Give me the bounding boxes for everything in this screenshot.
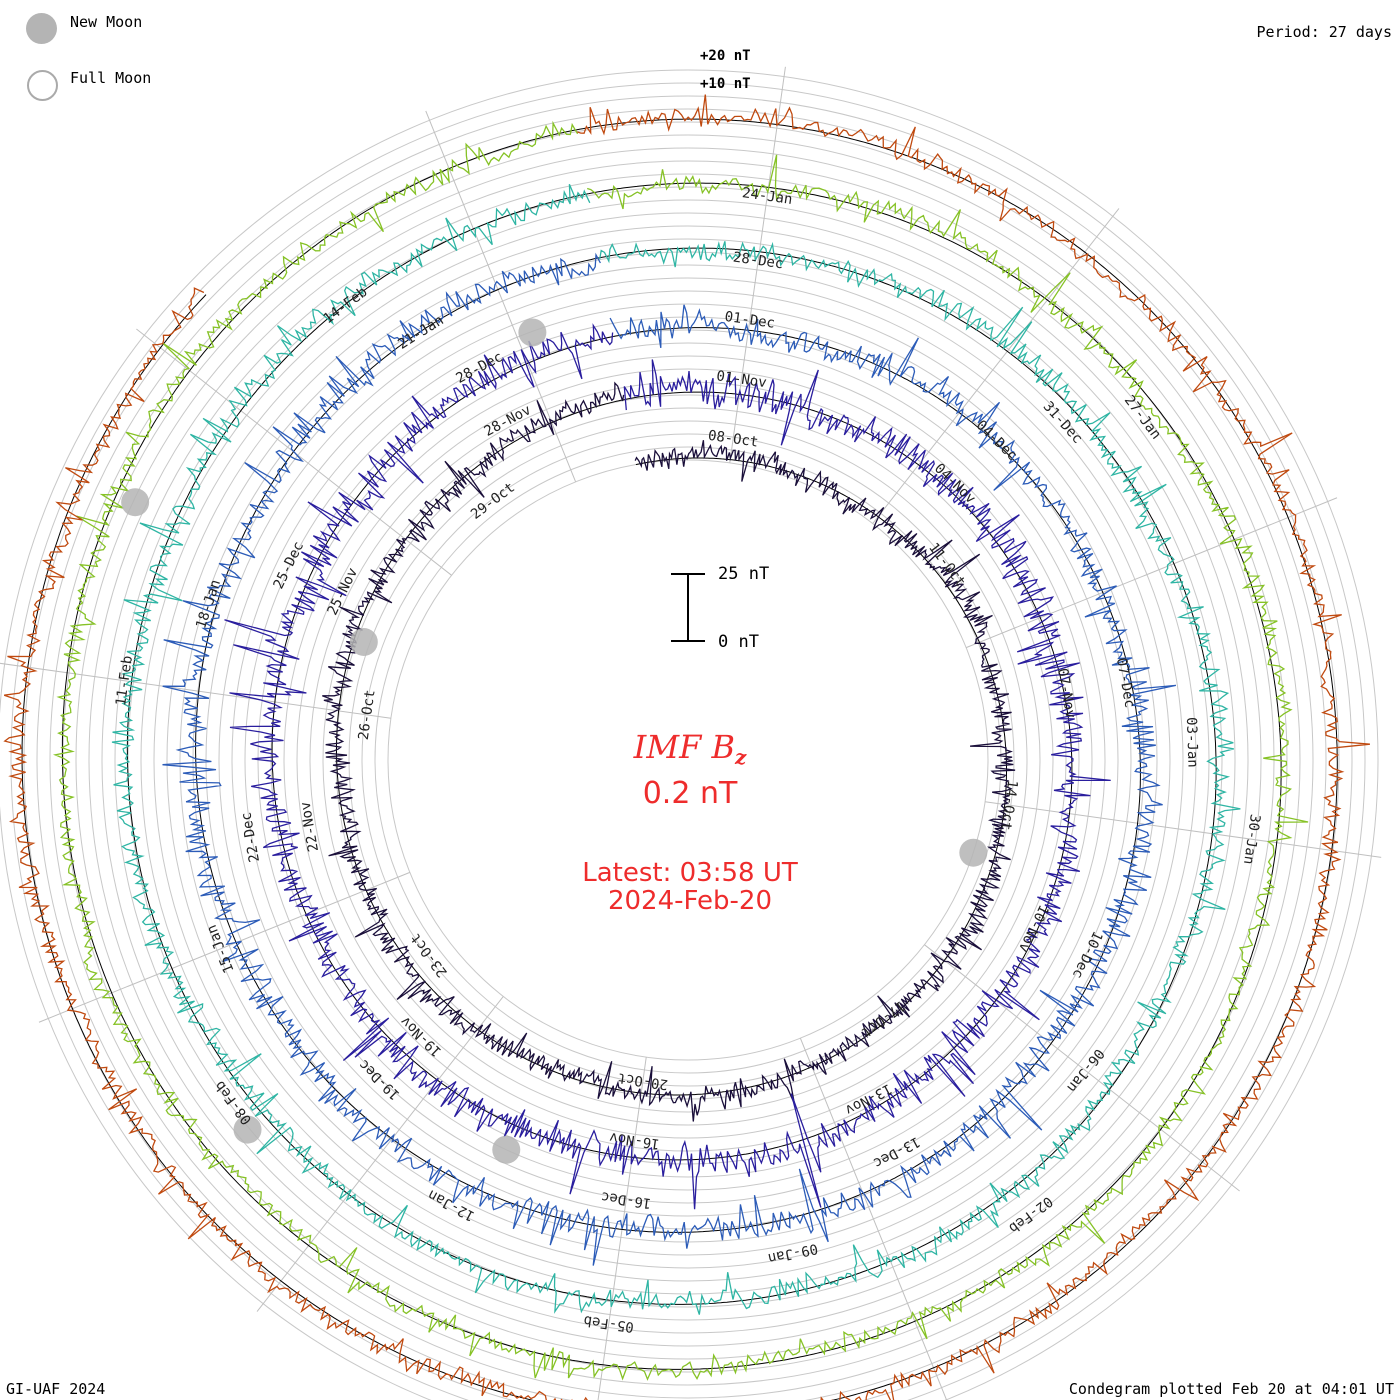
- series-line: [111, 183, 1241, 1315]
- grid-ring: [296, 368, 1080, 1152]
- plotted-timestamp: Condegram plotted Feb 20 at 04:01 UT: [1068, 1380, 1394, 1398]
- grid-ring: [348, 420, 1028, 1100]
- grid-ring: [179, 251, 1197, 1269]
- date-label: 24-Jan: [741, 185, 793, 208]
- date-label: 03-Jan: [1183, 717, 1201, 768]
- scale-bar: [671, 573, 705, 642]
- grid-ring: [231, 303, 1145, 1217]
- full-moon-icon: [27, 70, 58, 101]
- moon-marker: [518, 318, 547, 347]
- legend-new-moon-label: New Moon: [70, 13, 143, 31]
- latest-date: 2024-Feb-20: [607, 886, 773, 916]
- date-label: 26-Oct: [356, 689, 379, 741]
- grid-ring: [114, 186, 1262, 1334]
- date-label: 01-Dec: [724, 309, 776, 332]
- moon-marker: [121, 488, 150, 517]
- grid-ring: [36, 108, 1340, 1400]
- credit-label: GI-UAF 2024: [6, 1380, 106, 1398]
- date-label: 04-Nov: [931, 460, 978, 507]
- grid-ring: [23, 95, 1353, 1400]
- date-label: 05-Feb: [583, 1312, 635, 1335]
- series-line: [3, 94, 1370, 1400]
- date-label: 15-Jan: [204, 922, 238, 975]
- grid-ring: [140, 212, 1236, 1308]
- date-label: 29-Oct: [468, 480, 518, 523]
- series-line: [322, 381, 1016, 1122]
- date-label: 22-Nov: [298, 800, 323, 853]
- series-line: [162, 252, 1177, 1266]
- scale-top-label: 25 nT: [718, 564, 770, 584]
- grid-ring: [192, 264, 1184, 1256]
- zero-line: [61, 129, 1282, 1370]
- grid-ring: [62, 134, 1314, 1386]
- date-label: 06-Jan: [1063, 1045, 1107, 1095]
- ring-ref-plus10: +10 nT: [700, 76, 751, 92]
- scale-bottom-label: 0 nT: [718, 632, 759, 652]
- grid-spoke: [985, 801, 1382, 858]
- date-label: 20-Oct: [617, 1069, 669, 1092]
- date-label: 16-Nov: [608, 1129, 660, 1152]
- period-label: Period: 27 days: [1256, 23, 1392, 41]
- grid-spoke: [729, 66, 786, 463]
- date-label: 08-Feb: [212, 1077, 255, 1127]
- date-label: 08-Oct: [707, 428, 759, 451]
- chart-title: IMF Bz: [500, 728, 880, 769]
- moon-marker: [492, 1135, 521, 1164]
- grid-ring: [127, 199, 1249, 1321]
- grid-ring: [88, 160, 1288, 1360]
- moon-marker: [233, 1115, 262, 1144]
- grid-spoke: [799, 1037, 948, 1400]
- new-moon-icon: [26, 13, 57, 44]
- latest-time: Latest: 03:58 UT: [582, 858, 798, 888]
- grid-ring: [0, 69, 1379, 1400]
- grid-ring: [270, 342, 1106, 1178]
- grid-spoke: [38, 871, 411, 1023]
- grid-spoke: [924, 944, 1240, 1192]
- grid-spokes: [0, 66, 1382, 1400]
- grid-spoke: [597, 1057, 647, 1400]
- date-label: 16-Dec: [600, 1188, 652, 1211]
- grid-ring: [335, 407, 1041, 1113]
- date-label: 14-Feb: [321, 284, 371, 327]
- grid-ring: [153, 225, 1223, 1295]
- chart-title-subscript: z: [734, 745, 747, 769]
- grid-spoke: [0, 662, 391, 719]
- chart-title-main: IMF B: [633, 728, 735, 766]
- date-label: 01-Nov: [715, 368, 767, 391]
- date-label: 23-Oct: [408, 930, 451, 980]
- grid-ring: [322, 394, 1054, 1126]
- date-label: 02-Feb: [1005, 1193, 1055, 1236]
- legend-full-moon-label: Full Moon: [70, 69, 152, 87]
- date-label: 31-Dec: [1040, 399, 1086, 447]
- grid-spoke: [872, 208, 1120, 524]
- grid-ring: [218, 290, 1158, 1230]
- zero-line: [271, 336, 1073, 1161]
- grid-ring: [75, 147, 1301, 1373]
- moon-marker: [349, 628, 378, 657]
- date-label: 30-Jan: [1240, 813, 1263, 865]
- grid-spoke: [965, 497, 1338, 649]
- grid-rings: [0, 69, 1379, 1400]
- grid-ring: [387, 459, 989, 1061]
- moon-markers: [121, 318, 988, 1164]
- grid-ring: [374, 446, 1002, 1074]
- date-label: 11-Feb: [113, 655, 136, 707]
- zero-line: [126, 193, 1217, 1305]
- ring-ref-plus20: +20 nT: [700, 48, 751, 64]
- moon-marker: [959, 838, 988, 867]
- grid-ring: [244, 316, 1132, 1204]
- series-line: [52, 120, 1309, 1381]
- zero-line: [195, 257, 1141, 1233]
- grid-spoke: [256, 996, 504, 1312]
- date-label: 14-Oct: [997, 779, 1020, 831]
- grid-ring: [10, 82, 1366, 1400]
- grid-ring: [361, 433, 1015, 1087]
- series-lines: [3, 94, 1370, 1400]
- series-line: [224, 323, 1111, 1210]
- date-label: 28-Dec: [732, 249, 784, 272]
- latest-value: 0.2 nT: [642, 776, 738, 811]
- grid-ring: [49, 121, 1327, 1399]
